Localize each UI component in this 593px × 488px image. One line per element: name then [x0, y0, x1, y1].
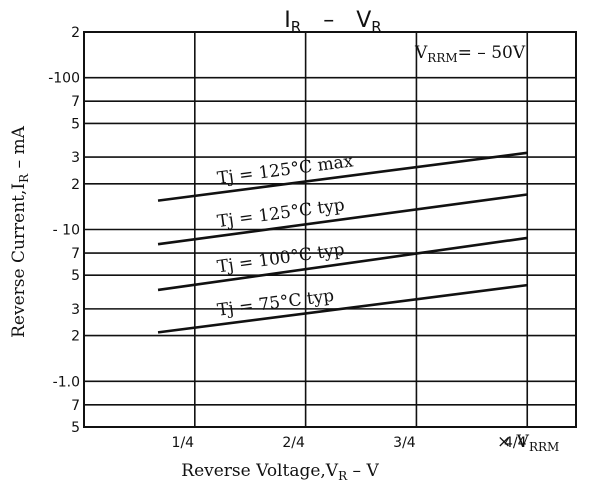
y-tick-label: 2 — [71, 25, 80, 41]
vrrm-annotation: VRRM= – 50V — [414, 43, 526, 65]
y-tick-label: 3 — [71, 150, 80, 166]
y-tick-label: 2 — [71, 329, 80, 345]
y-tick-label: - 10 — [53, 223, 80, 239]
x-axis-label: Reverse Voltage,VR – V — [181, 461, 379, 483]
series-line — [157, 236, 528, 292]
y-tick-labels: 2 -100 7 5 3 2 - 10 7 5 3 2 -1.0 7 5 — [48, 25, 80, 436]
y-tick-label: 2 — [71, 177, 80, 193]
y-tick-label: 5 — [71, 420, 80, 436]
y-tick-label: 3 — [71, 302, 80, 318]
y-tick-label: 7 — [71, 246, 80, 262]
x-tick-labels: 1/4 2/4 3/4 4/4 — [172, 435, 527, 451]
y-tick-label: 7 — [71, 94, 80, 110]
y-tick-label: -1.0 — [53, 374, 80, 390]
series-line — [157, 193, 528, 246]
grid — [84, 31, 576, 428]
x-tick-label: 2/4 — [282, 435, 305, 451]
y-tick-label: -100 — [48, 71, 80, 87]
x-unit-label: × VRRM — [497, 432, 559, 454]
x-tick-label: 1/4 — [172, 435, 195, 451]
y-tick-label: 7 — [71, 398, 80, 414]
series-label: Tj = 75°C typ — [216, 286, 335, 321]
y-tick-label: 5 — [71, 268, 80, 284]
x-tick-label: 4/4 — [504, 435, 527, 451]
y-tick-label: 5 — [71, 116, 80, 132]
x-tick-label: 3/4 — [393, 435, 416, 451]
chart-title: IR – VR — [284, 8, 381, 36]
series-line — [157, 283, 528, 334]
y-axis-label: Reverse Current,IR – mA — [9, 125, 31, 337]
plot-frame — [83, 31, 577, 428]
series-line — [157, 151, 528, 202]
